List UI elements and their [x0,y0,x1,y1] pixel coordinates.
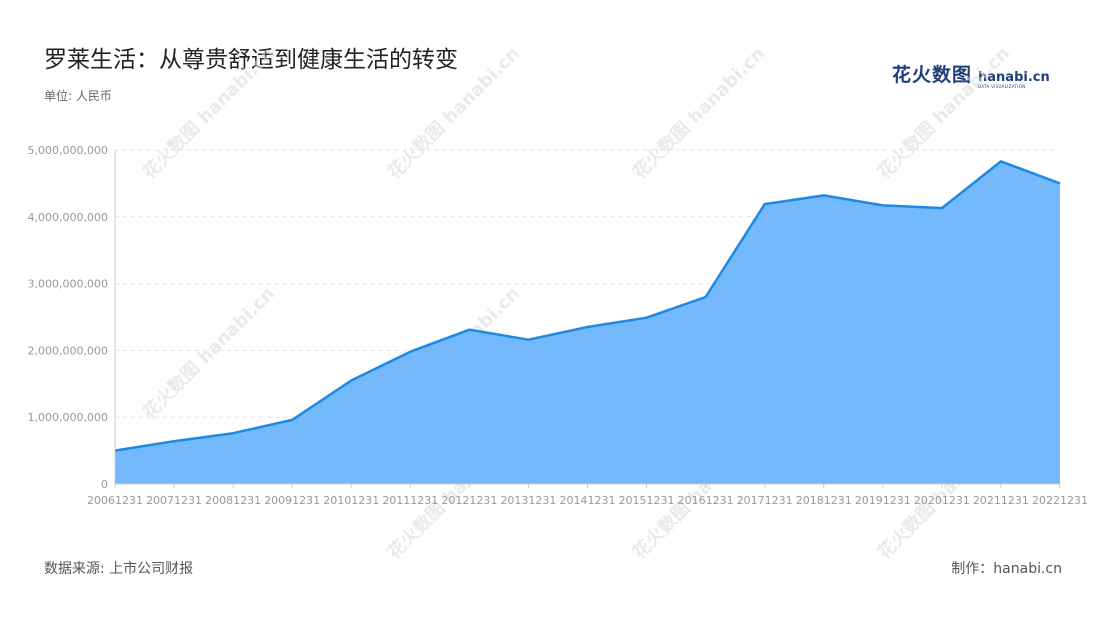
area-fill [115,161,1060,484]
watermark-text: 花火数图 hanabi.cn [873,42,1014,183]
x-tick-label: 20081231 [205,494,261,507]
x-tick-label: 20101231 [323,494,379,507]
watermark-text: 花火数图 hanabi.cn [138,282,279,423]
axes [114,150,1061,488]
x-tick-label: 20121231 [441,494,497,507]
watermark-text: 花火数图 hanabi.cn [383,42,524,183]
watermark-text: 花火数图 hanabi.cn [138,42,279,183]
x-tick-label: 20181231 [796,494,852,507]
y-tick-label: 0 [101,478,108,491]
x-tick-label: 20161231 [678,494,734,507]
data-source: 数据来源: 上市公司财报 [44,561,194,577]
series-line [114,160,1061,452]
y-tick-label: 4,000,000,000 [28,211,108,224]
x-tick-label: 20191231 [855,494,911,507]
chart-title: 罗莱生活：从尊贵舒适到健康生活的转变 [44,47,458,73]
y-tick-label: 2,000,000,000 [28,344,108,357]
area-layer [114,160,1061,484]
unit-label: 单位: 人民币 [44,89,112,103]
x-tick-label: 20211231 [973,494,1029,507]
logo-en-block: hanabi.cn DATA VISUALIZATION [978,71,1050,89]
x-tick-label: 20151231 [619,494,675,507]
y-tick-labels: 0 1,000,000,000 2,000,000,000 3,000,000,000… [28,144,108,491]
y-tick-label: 3,000,000,000 [28,278,108,291]
x-tick-label: 20111231 [382,494,438,507]
logo-cn-text: 花火数图 [892,64,973,86]
y-tick-label: 1,000,000,000 [28,411,108,424]
x-tick-label: 20131231 [500,494,556,507]
x-tick-label: 20061231 [87,494,143,507]
x-tick-label: 20201231 [914,494,970,507]
x-tick-label: 20221231 [1032,494,1088,507]
x-tick-label: 20091231 [264,494,320,507]
credit-text: 制作：hanabi.cn [951,561,1062,577]
x-tick-label: 20141231 [560,494,616,507]
x-tick-label: 20171231 [737,494,793,507]
brand-logo: 花火数图 hanabi.cn DATA VISUALIZATION [892,60,1050,89]
y-tick-label: 5,000,000,000 [28,144,108,157]
logo-en-subtext: DATA VISUALIZATION [978,84,1026,89]
watermark-text: 花火数图 hanabi.cn [628,42,769,183]
x-tick-label: 20071231 [146,494,202,507]
logo-en-text: hanabi.cn [978,70,1050,85]
x-tick-labels: 20061231 20071231 20081231 20091231 20101231… [87,494,1088,507]
